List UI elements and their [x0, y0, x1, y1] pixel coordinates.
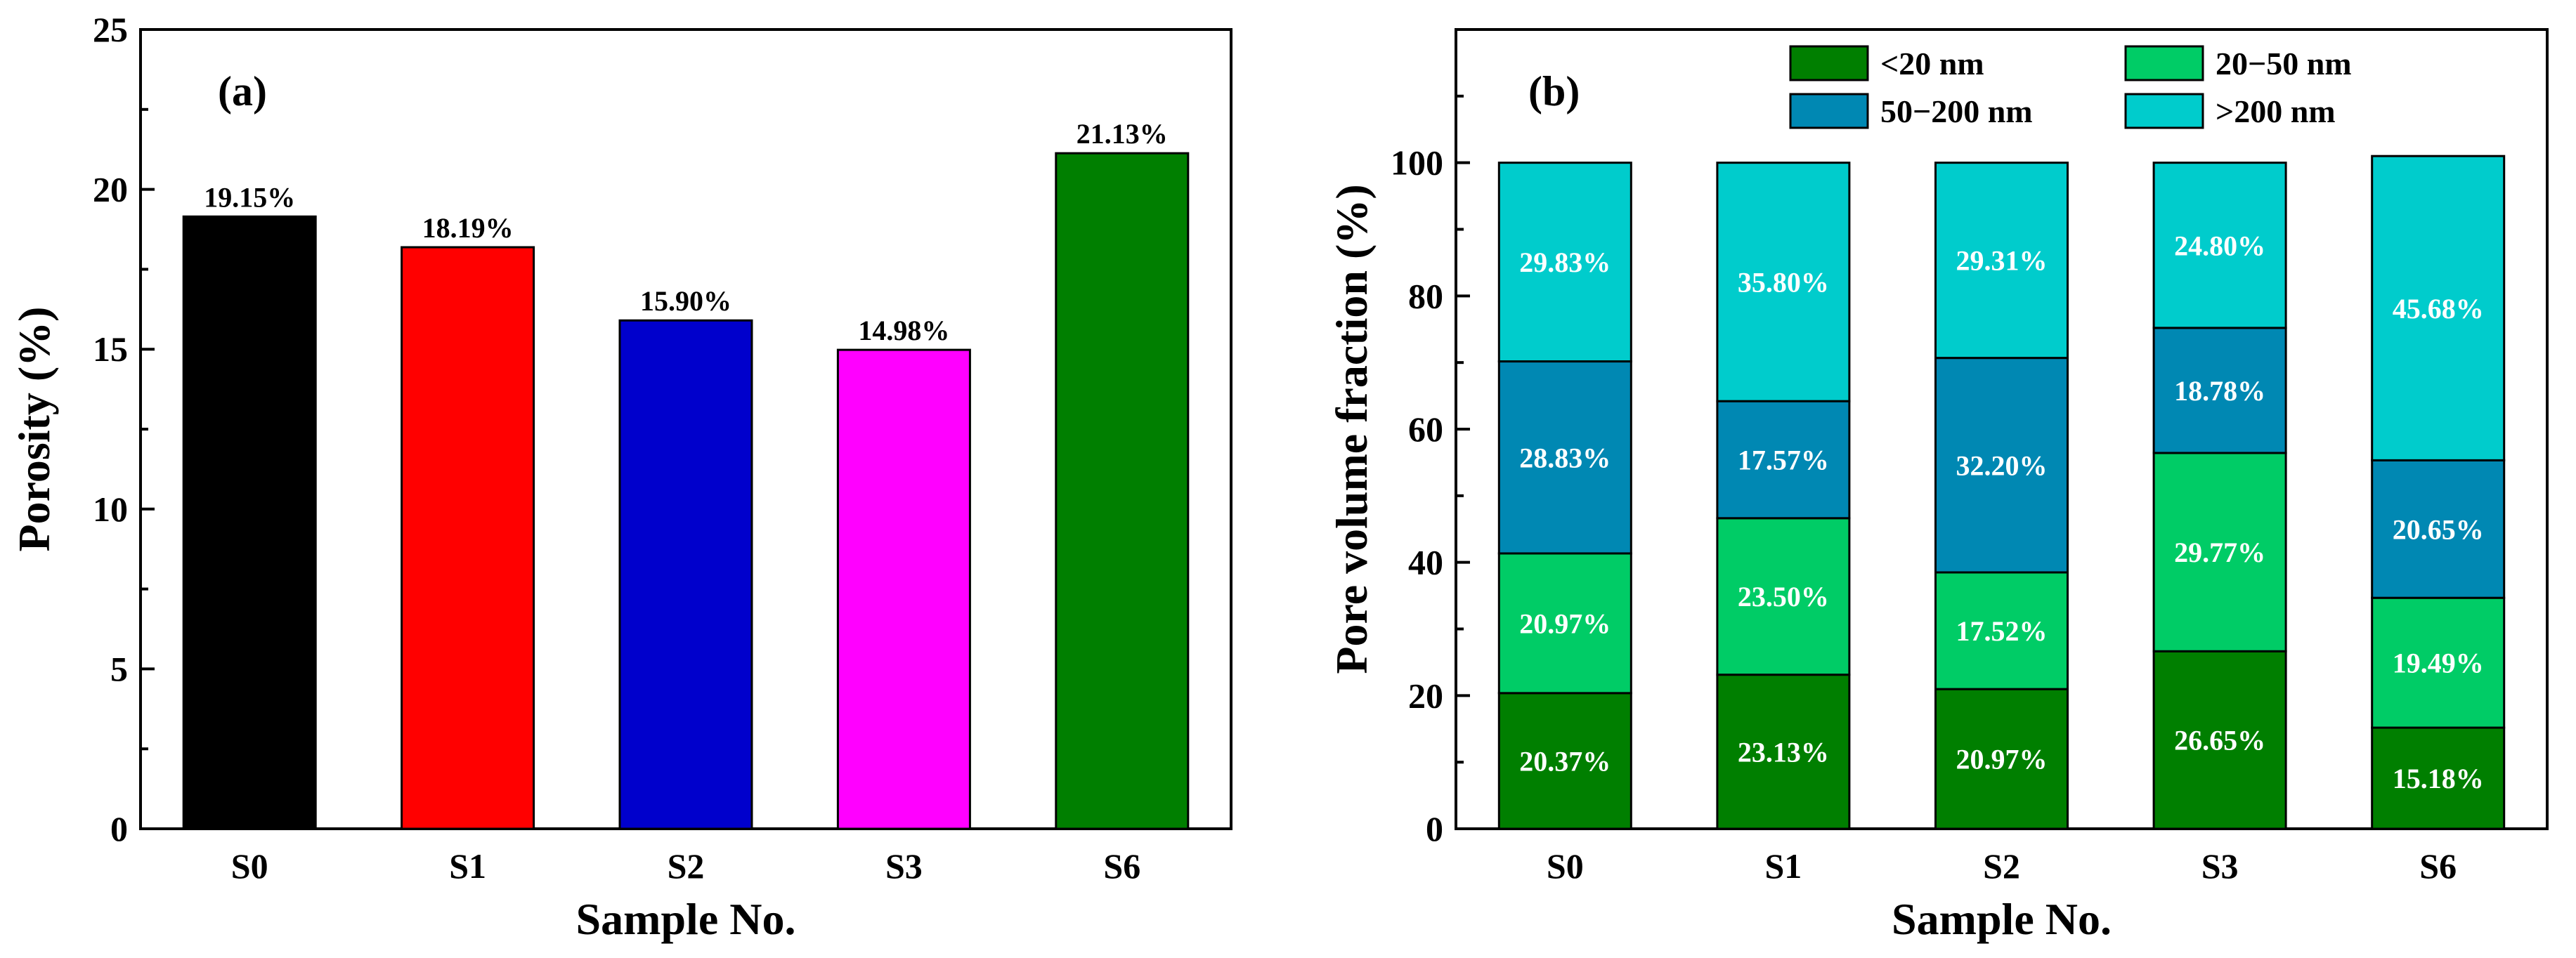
panel-a-porosity-chart: 0 5 10 15 20 25 S0 S1 S2 S3 S6 Sample No. Porosity (…: [9, 10, 1232, 944]
segment-value-label: 20.37%: [1519, 745, 1611, 777]
bar-value-label: 15.90%: [640, 285, 731, 317]
legend-swatch: [2124, 93, 2204, 129]
x-axis-title: Sample No.: [1892, 894, 2112, 944]
segment-s1-s3: [1716, 162, 1851, 402]
y-tick-label: 40: [1408, 543, 1443, 582]
legend-label: 50−200 nm: [1880, 93, 2033, 129]
y-tick-label: 25: [93, 10, 128, 49]
segment-value-label: 45.68%: [2393, 293, 2484, 324]
segment-value-label: 35.80%: [1738, 266, 1829, 298]
segment-value-label: 29.77%: [2174, 537, 2265, 568]
segment-s3-s2: [2152, 327, 2287, 454]
y-tick-label: 20: [93, 170, 128, 209]
x-tick-label: S1: [1764, 846, 1802, 886]
x-tick-label: S3: [2201, 846, 2239, 886]
y-axis-title: Pore volume fraction (%): [1327, 184, 1377, 674]
legend-label: 20−50 nm: [2216, 46, 2352, 81]
x-axis-title: Sample No.: [576, 894, 796, 944]
segment-value-label: 17.57%: [1738, 444, 1829, 475]
legend-swatch: [2124, 45, 2204, 81]
x-tick-label: S0: [231, 846, 268, 886]
bar-value-label: 14.98%: [858, 315, 949, 346]
segment-value-label: 28.83%: [1519, 442, 1611, 473]
y-tick-label: 0: [110, 809, 128, 848]
segment-s2-s1: [1934, 571, 2069, 690]
segment-value-label: 18.78%: [2174, 375, 2265, 407]
segment-s3-s1: [2152, 452, 2287, 652]
segment-s1-s2: [1716, 400, 1851, 520]
segment-s6-s3: [2371, 155, 2506, 461]
x-tick-label: S6: [1103, 846, 1140, 886]
bar-s0: [182, 215, 317, 830]
segment-value-label: 32.20%: [1956, 450, 2048, 481]
bar-s1: [401, 246, 535, 830]
segment-value-label: 15.18%: [2393, 763, 2484, 794]
x-tick-label: S3: [885, 846, 923, 886]
segment-s6-s1: [2371, 596, 2506, 729]
bar-value-label: 19.15%: [204, 181, 295, 213]
y-tick-label: 0: [1426, 809, 1443, 848]
segment-value-label: 19.49%: [2393, 648, 2484, 679]
legend-swatch: [1789, 45, 1869, 81]
y-tick-label: 80: [1408, 276, 1443, 315]
segment-s2-s3: [1934, 162, 2069, 360]
segment-s2-s2: [1934, 357, 2069, 574]
bar-value-label: 18.19%: [422, 212, 514, 244]
y-tick-label: 20: [1408, 676, 1443, 715]
x-tick-label: S6: [2419, 846, 2457, 886]
x-tick-label: S2: [668, 846, 705, 886]
panel-label: (b): [1528, 68, 1580, 114]
panel-b-pore-volume-chart: 0 20 40 60 80 100 S0 S1 S2 S3 S6 Sample No. Pore vol…: [1327, 28, 2549, 944]
segment-value-label: 29.83%: [1519, 247, 1611, 278]
bar-s3: [836, 348, 971, 830]
segment-value-label: 23.13%: [1738, 736, 1829, 768]
legend-label: >200 nm: [2216, 93, 2336, 129]
segment-s0-s0: [1497, 692, 1632, 830]
segment-s0-s3: [1497, 162, 1632, 363]
bar-s6: [1055, 152, 1190, 830]
legend-swatch: [1789, 93, 1869, 129]
y-tick-label: 5: [110, 649, 128, 688]
segment-s1-s0: [1716, 674, 1851, 830]
segment-value-label: 23.50%: [1738, 581, 1829, 612]
segment-value-label: 20.65%: [2393, 513, 2484, 545]
x-tick-label: S1: [449, 846, 486, 886]
segment-s3-s3: [2152, 162, 2287, 329]
segment-s6-s0: [2371, 726, 2506, 830]
segment-value-label: 20.97%: [1519, 608, 1611, 639]
segment-s2-s0: [1934, 688, 2069, 830]
segment-value-label: 17.52%: [1956, 615, 2048, 647]
segment-s1-s1: [1716, 517, 1851, 676]
panel-label: (a): [218, 68, 267, 114]
y-tick-label: 10: [93, 490, 128, 529]
bar-value-label: 21.13%: [1076, 118, 1168, 150]
segment-s0-s2: [1497, 360, 1632, 555]
segment-value-label: 20.97%: [1956, 744, 2048, 775]
y-axis-title: Porosity (%): [9, 307, 59, 552]
segment-value-label: 29.31%: [1956, 245, 2048, 277]
segment-value-label: 24.80%: [2174, 230, 2265, 261]
x-tick-label: S0: [1547, 846, 1584, 886]
segment-value-label: 26.65%: [2174, 725, 2265, 756]
bar-s2: [618, 319, 753, 830]
x-tick-label: S2: [1983, 846, 2020, 886]
segment-s3-s0: [2152, 650, 2287, 830]
y-tick-label: 100: [1391, 143, 1443, 183]
legend-label: <20 nm: [1880, 46, 1984, 81]
segment-s6-s2: [2371, 459, 2506, 599]
y-tick-label: 15: [93, 329, 128, 369]
y-tick-label: 60: [1408, 409, 1443, 449]
